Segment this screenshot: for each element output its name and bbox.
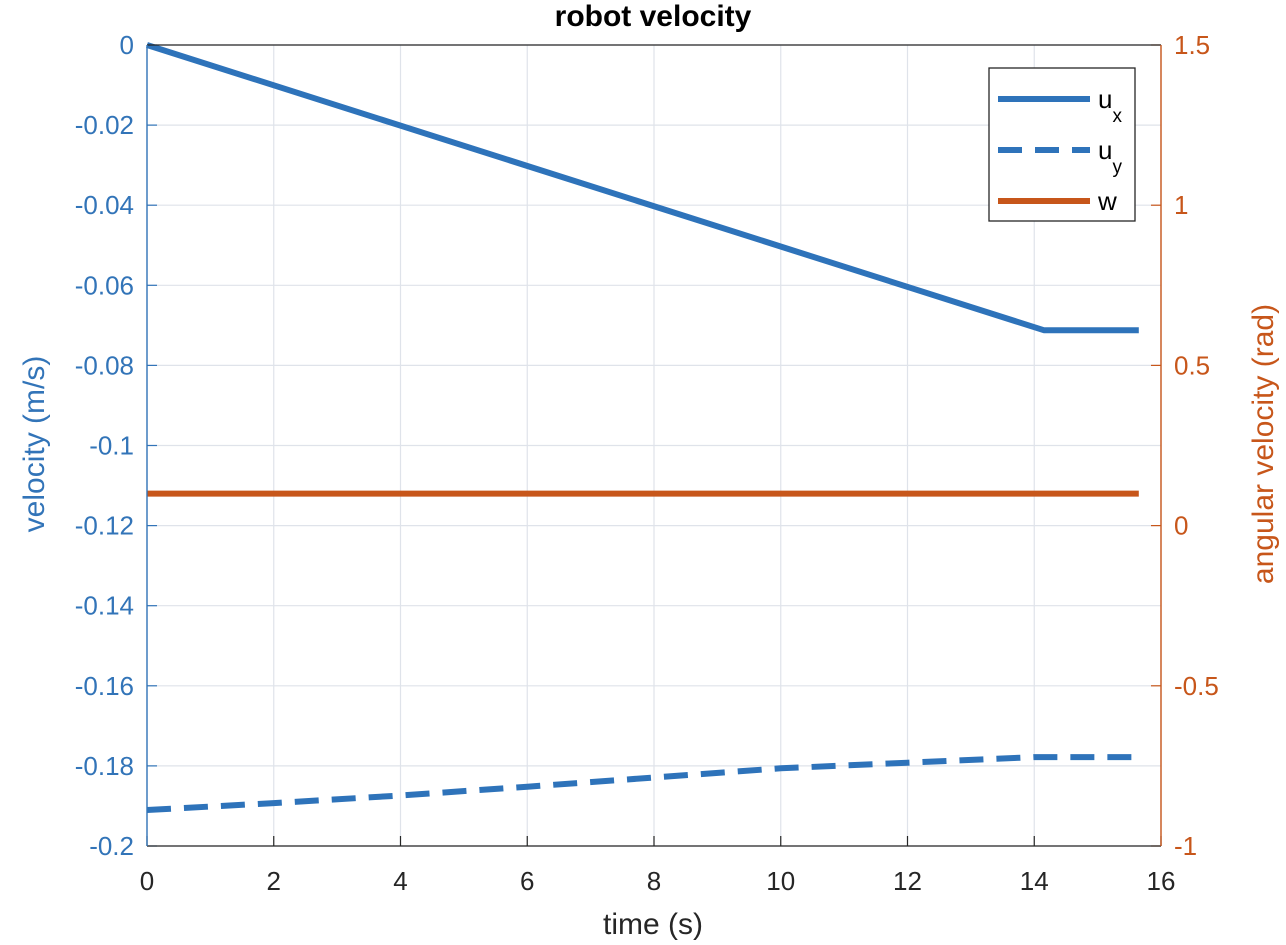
- grid-layer: [146, 44, 1162, 847]
- y-left-tick-label: -0.06: [75, 270, 134, 300]
- series-line-ux: [146, 42, 1139, 334]
- y-right-tick-label: 0.5: [1174, 350, 1210, 380]
- series-layer: [146, 42, 1139, 813]
- x-tick-label: 14: [1020, 866, 1049, 896]
- x-tick-label: 4: [393, 866, 407, 896]
- y-left-tick-label: -0.1: [89, 431, 134, 461]
- y-axis-label-right: angular velocity (rad): [1247, 304, 1280, 584]
- y-right-tick-label: 1.5: [1174, 30, 1210, 60]
- series-line-uy: [146, 754, 1139, 813]
- y-left-tick-label: -0.04: [75, 190, 134, 220]
- y-right-tick-label: 0: [1174, 511, 1188, 541]
- legend-label-w: w: [1097, 186, 1117, 216]
- legend-label-ux: ux: [1098, 84, 1122, 127]
- legend-label-subscript: y: [1112, 157, 1122, 178]
- x-tick-label: 2: [267, 866, 281, 896]
- y-left-tick-label: -0.08: [75, 350, 134, 380]
- legend-label-uy: uy: [1098, 135, 1122, 178]
- axes-layer: 0 2 4 6 8 10 12 14 160-0.02-0.04-0.06-0.08-0.1-0…: [75, 30, 1219, 896]
- y-left-tick-label: -0.14: [75, 591, 134, 621]
- legend-label-main: u: [1098, 84, 1112, 114]
- y-left-tick-label: -0.2: [89, 831, 134, 861]
- y-right-tick-label: -1: [1174, 831, 1197, 861]
- y-left-tick-label: -0.02: [75, 110, 134, 140]
- legend-label-subscript: x: [1112, 106, 1122, 127]
- x-tick-label: 10: [766, 866, 795, 896]
- y-left-tick-label: -0.16: [75, 671, 134, 701]
- x-tick-label: 6: [520, 866, 534, 896]
- x-tick-label: 8: [647, 866, 661, 896]
- y-left-tick-label: -0.18: [75, 751, 134, 781]
- x-tick-label: 12: [893, 866, 922, 896]
- y-axis-label-left: velocity (m/s): [18, 356, 51, 533]
- x-tick-label: 0: [140, 866, 154, 896]
- legend-label-main: w: [1097, 186, 1117, 216]
- y-left-tick-label: -0.12: [75, 511, 134, 541]
- y-right-tick-label: 1: [1174, 190, 1188, 220]
- legend-box: [988, 67, 1136, 222]
- x-tick-label: 16: [1147, 866, 1176, 896]
- legend-label-main: u: [1098, 135, 1112, 165]
- y-left-tick-label: 0: [120, 30, 134, 60]
- y-right-tick-label: -0.5: [1174, 671, 1219, 701]
- x-axis-label: time (s): [603, 908, 703, 941]
- chart-title: robot velocity: [555, 0, 752, 33]
